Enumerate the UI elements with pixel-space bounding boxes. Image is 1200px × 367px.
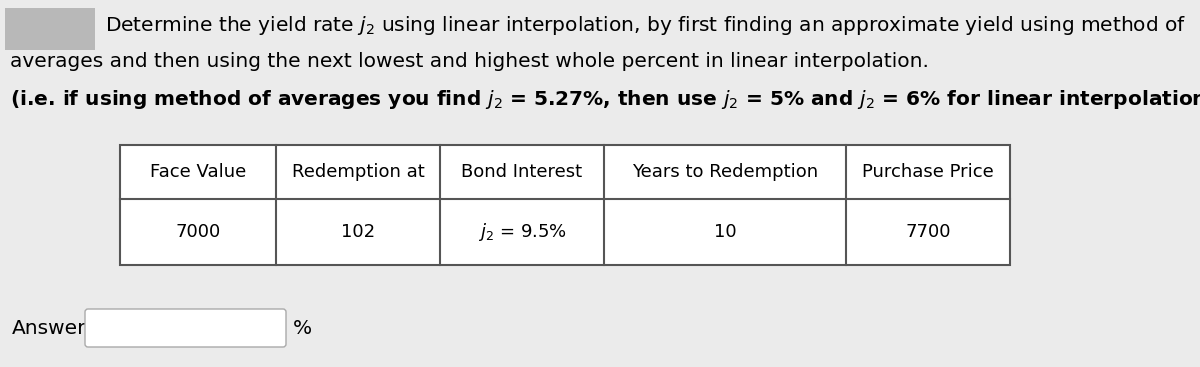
Text: 102: 102 [341,223,376,241]
Text: Years to Redemption: Years to Redemption [632,163,818,181]
Bar [5,8,95,50]
Text: Redemption at: Redemption at [292,163,425,181]
Text: Purchase Price: Purchase Price [862,163,994,181]
Text: Bond Interest: Bond Interest [462,163,583,181]
Text: averages and then using the next lowest and highest whole percent in linear inte: averages and then using the next lowest … [10,52,929,71]
Text: Answer:: Answer: [12,319,94,338]
Text: %: % [293,319,312,338]
Text: 7000: 7000 [175,223,221,241]
FancyBboxPatch shape [85,309,286,347]
Text: 10: 10 [714,223,737,241]
Bar [120,145,1010,265]
Text: Determine the yield rate $j_2$ using linear interpolation, by first finding an a: Determine the yield rate $j_2$ using lin… [106,14,1187,37]
Text: $j_2$ = 9.5%: $j_2$ = 9.5% [478,221,566,243]
Text: Face Value: Face Value [150,163,246,181]
Text: 7700: 7700 [905,223,950,241]
Text: (i.e. if using method of averages you find $j_2$ = 5.27%, then use $j_2$ = 5% an: (i.e. if using method of averages you fi… [10,88,1200,111]
